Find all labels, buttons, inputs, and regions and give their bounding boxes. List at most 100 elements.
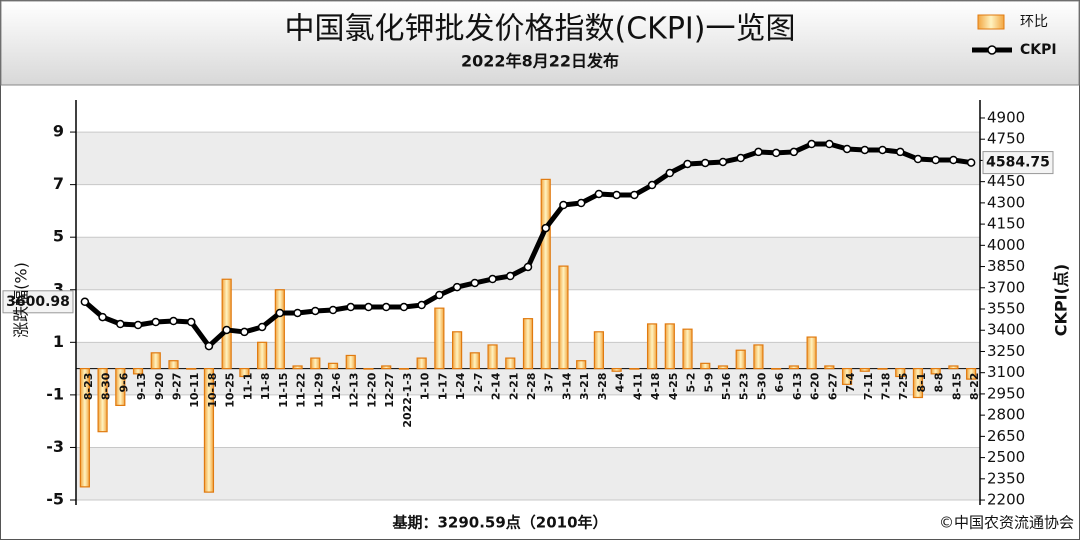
bar bbox=[841, 367, 853, 385]
x-tick-label: 2-21 bbox=[507, 373, 520, 401]
bar bbox=[593, 331, 605, 370]
value-label: 4584.75 bbox=[986, 155, 1050, 171]
ckpi-marker bbox=[771, 148, 781, 158]
y-axis-label: 涨跌幅(%) bbox=[12, 262, 31, 338]
legend-marker bbox=[987, 45, 997, 55]
y-tick-label: -3 bbox=[46, 437, 64, 456]
ckpi-marker bbox=[381, 302, 391, 312]
y2-tick-label: 3550 bbox=[987, 300, 1025, 318]
ckpi-marker bbox=[364, 302, 373, 312]
ckpi-marker bbox=[541, 223, 550, 233]
x-tick-label: 8-15 bbox=[950, 373, 963, 401]
ckpi-marker bbox=[506, 271, 515, 281]
bar bbox=[186, 367, 197, 370]
ckpi-marker bbox=[399, 302, 409, 312]
base-note: 基期：3290.59点（2010年） bbox=[391, 514, 607, 532]
y-tick-label: 7 bbox=[53, 174, 64, 193]
y2-axis-label: CKPI(点) bbox=[1052, 264, 1071, 336]
y2-tick-label: 2200 bbox=[987, 491, 1025, 509]
bar bbox=[576, 360, 587, 370]
bar bbox=[363, 367, 374, 370]
y2-tick-label: 4300 bbox=[987, 193, 1025, 211]
x-tick-label: 2-28 bbox=[525, 373, 538, 401]
ckpi-marker bbox=[754, 147, 763, 157]
ckpi-marker bbox=[559, 200, 568, 210]
x-tick-label: 1-10 bbox=[419, 372, 432, 400]
x-tick-label: 5-9 bbox=[702, 373, 715, 393]
bar bbox=[345, 354, 356, 370]
y-tick-label: 9 bbox=[53, 122, 64, 141]
bar bbox=[416, 357, 427, 370]
bar bbox=[735, 349, 746, 370]
y2-tick-label: 4000 bbox=[987, 236, 1025, 254]
header-bg bbox=[0, 0, 1080, 86]
bar bbox=[611, 367, 622, 372]
bar bbox=[717, 365, 729, 370]
bar bbox=[522, 318, 534, 370]
x-tick-label: 6-20 bbox=[809, 372, 822, 400]
x-tick-label: 12-20 bbox=[365, 372, 378, 408]
ckpi-marker bbox=[417, 300, 426, 310]
x-tick-label: 9-20 bbox=[153, 372, 166, 400]
chart-subtitle: 2022年8月22日发布 bbox=[461, 52, 619, 71]
x-tick-label: 8-8 bbox=[933, 373, 946, 393]
y2-tick-label: 2950 bbox=[987, 384, 1025, 402]
ckpi-marker bbox=[523, 262, 533, 272]
bar bbox=[97, 367, 108, 433]
x-tick-label: 10-18 bbox=[206, 373, 219, 408]
ckpi-marker bbox=[240, 327, 249, 337]
x-tick-label: 7-11 bbox=[862, 373, 875, 401]
y2-tick-label: 2800 bbox=[987, 406, 1025, 424]
x-tick-label: 11-29 bbox=[312, 373, 325, 408]
ckpi-marker bbox=[186, 317, 196, 327]
y-tick-label: -5 bbox=[46, 490, 64, 509]
ckpi-marker bbox=[825, 139, 834, 149]
value-label-box bbox=[2, 290, 74, 314]
x-tick-label: 11-8 bbox=[259, 373, 272, 401]
x-tick-label: 11-1 bbox=[241, 373, 254, 401]
ckpi-marker bbox=[311, 306, 320, 316]
y2-tick-label: 3250 bbox=[987, 342, 1025, 360]
x-tick-label: 2-14 bbox=[490, 372, 503, 400]
x-tick-label: 6-27 bbox=[826, 373, 839, 401]
x-tick-label: 5-16 bbox=[720, 372, 733, 400]
bar bbox=[859, 367, 870, 372]
x-tick-label: 11-22 bbox=[295, 373, 308, 408]
x-tick-label: 12-6 bbox=[330, 372, 343, 400]
ckpi-marker bbox=[683, 159, 692, 169]
grid-band bbox=[76, 132, 980, 185]
y2-tick-label: 3700 bbox=[987, 278, 1025, 296]
bar bbox=[451, 331, 463, 370]
ckpi-marker bbox=[701, 158, 710, 168]
ckpi-marker bbox=[328, 305, 338, 315]
y2-tick-label: 4450 bbox=[987, 172, 1025, 190]
x-tick-label: 1-24 bbox=[454, 372, 467, 400]
bar bbox=[221, 278, 232, 370]
y-tick-label: -1 bbox=[46, 384, 64, 403]
y2-tick-label: 4900 bbox=[987, 108, 1025, 126]
bar bbox=[274, 289, 285, 370]
y2-tick-label: 2350 bbox=[987, 469, 1025, 487]
value-label: 3600.98 bbox=[6, 294, 70, 310]
bar bbox=[877, 367, 888, 370]
x-tick-label: 12-13 bbox=[348, 373, 361, 408]
x-tick-label: 4-18 bbox=[649, 373, 662, 401]
y2-tick-label: 3100 bbox=[987, 363, 1025, 381]
x-tick-label: 8-22 bbox=[968, 373, 981, 401]
x-tick-label: 7-18 bbox=[880, 373, 893, 401]
ckpi-marker bbox=[647, 180, 657, 190]
ckpi-marker bbox=[257, 322, 267, 332]
bar bbox=[398, 367, 410, 370]
legend-swatch bbox=[977, 14, 1005, 30]
bar bbox=[505, 357, 516, 370]
x-tick-label: 7-4 bbox=[844, 372, 857, 392]
x-tick-label: 9-6 bbox=[117, 372, 130, 392]
ckpi-marker bbox=[470, 278, 480, 288]
x-tick-label: 6-6 bbox=[773, 372, 786, 392]
y-tick-label: 5 bbox=[53, 227, 64, 246]
bar bbox=[966, 367, 977, 380]
bar bbox=[912, 367, 924, 399]
ckpi-marker bbox=[222, 325, 231, 335]
ckpi-marker bbox=[594, 189, 604, 199]
